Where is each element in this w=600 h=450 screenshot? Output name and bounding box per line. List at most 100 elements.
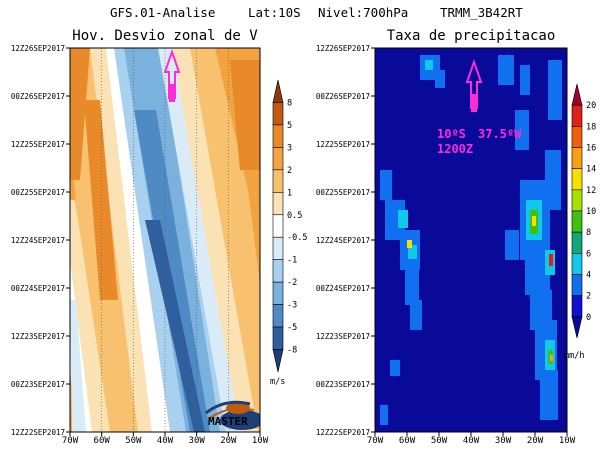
colorbar-swatch — [571, 83, 583, 106]
x-tick-label: 30W — [189, 436, 206, 446]
colorbar-swatch — [571, 104, 583, 127]
left-colorbar-unit: m/s — [270, 377, 285, 387]
colorbar-swatch — [272, 192, 284, 216]
colorbar-swatch — [272, 281, 284, 305]
y-tick-label: 12Z26SEP2017 — [11, 44, 65, 53]
model-label: GFS.01-Analise — [110, 5, 215, 20]
x-tick-label: 30W — [495, 436, 512, 446]
colorbar-label: 16 — [586, 144, 596, 154]
right-x-ticks: 70W 60W 50W 40W 30W 20W 10W — [367, 432, 576, 446]
y-tick-label: 12Z25SEP2017 — [316, 140, 370, 149]
colorbar-label: 3 — [287, 143, 292, 153]
right-panel: Taxa de precipitacao — [316, 28, 576, 446]
lat-label: Lat:10S — [248, 5, 301, 20]
right-title: Taxa de precipitacao — [387, 28, 556, 44]
y-tick-label: 12Z25SEP2017 — [11, 140, 65, 149]
level-label: Nivel:700hPa — [318, 5, 408, 20]
left-colorbar: 8 5 3 2 1 0.5 -0.5 -1 -2 -3 -5 -8 m/s — [270, 79, 307, 387]
colorbar-label: 5 — [287, 121, 292, 131]
left-panel: Hov. Desvio zonal de V — [11, 28, 269, 446]
x-tick-label: 60W — [399, 436, 416, 446]
y-tick-label: 00Z25SEP2017 — [316, 188, 370, 197]
colorbar-swatch — [571, 274, 583, 296]
x-tick-label: 50W — [125, 436, 142, 446]
colorbar-label: -5 — [287, 323, 297, 333]
x-tick-label: 40W — [463, 436, 480, 446]
colorbar-swatch — [571, 126, 583, 148]
x-tick-label: 20W — [527, 436, 544, 446]
master-logo: MASTER — [205, 400, 255, 428]
colorbar-label: 18 — [586, 122, 596, 132]
super-title: GFS.01-Analise Lat:10S Nivel:700hPa TRMM… — [110, 5, 523, 20]
colorbar-swatch — [272, 214, 284, 238]
colorbar-swatch — [272, 124, 284, 148]
left-y-ticks: 12Z22SEP2017 00Z23SEP2017 12Z23SEP2017 00Z2… — [11, 44, 70, 437]
x-tick-label: 10W — [559, 436, 576, 446]
y-tick-label: 00Z23SEP2017 — [11, 380, 65, 389]
colorbar-label: 1 — [287, 188, 292, 198]
logo-text: MASTER — [208, 415, 248, 428]
y-tick-label: 12Z24SEP2017 — [11, 236, 65, 245]
colorbar-label: 12 — [586, 186, 596, 196]
y-tick-label: 00Z24SEP2017 — [11, 284, 65, 293]
y-tick-label: 12Z22SEP2017 — [11, 428, 65, 437]
colorbar-label: 6 — [586, 249, 591, 259]
colorbar-label: 20 — [586, 101, 596, 111]
colorbar-swatch — [272, 326, 284, 350]
colorbar-label: 2 — [586, 292, 591, 302]
colorbar-label: 10 — [586, 207, 596, 217]
y-tick-label: 12Z23SEP2017 — [11, 332, 65, 341]
colorbar-swatch — [571, 253, 583, 275]
colorbar-swatch — [272, 102, 284, 126]
colorbar-swatch — [272, 304, 284, 328]
y-tick-label: 12Z22SEP2017 — [316, 428, 370, 437]
right-marker-arrow-icon — [465, 58, 483, 112]
x-tick-label: 70W — [367, 436, 384, 446]
colorbar-swatch — [272, 147, 284, 171]
colorbar-label: 2 — [287, 166, 292, 176]
colorbar-label: -3 — [287, 301, 297, 311]
colorbar-label: 8 — [287, 98, 292, 108]
colorbar-swatch — [272, 349, 284, 373]
colorbar-swatch — [272, 236, 284, 260]
marker-lon: 37.5ºW — [478, 127, 522, 141]
colorbar-swatch — [571, 168, 583, 191]
colorbar-label: -1 — [287, 256, 297, 266]
left-x-ticks: 70W 60W 50W 40W 30W 20W 10W — [62, 432, 269, 446]
colorbar-swatch — [571, 295, 583, 318]
x-tick-label: 50W — [431, 436, 448, 446]
y-tick-label: 12Z23SEP2017 — [316, 332, 370, 341]
colorbar-label: 4 — [586, 271, 591, 281]
colorbar-swatch — [571, 316, 583, 339]
x-tick-label: 60W — [94, 436, 111, 446]
colorbar-swatch — [571, 189, 583, 212]
colorbar-label: -8 — [287, 346, 297, 356]
y-tick-label: 00Z26SEP2017 — [11, 92, 65, 101]
product-label: TRMM_3B42RT — [440, 5, 523, 20]
colorbar-label: 14 — [586, 165, 596, 175]
marker-lat: 10ºS — [437, 127, 466, 141]
x-tick-label: 10W — [252, 436, 269, 446]
colorbar-label: 8 — [586, 228, 591, 238]
y-tick-label: 00Z24SEP2017 — [316, 284, 370, 293]
y-tick-label: 00Z23SEP2017 — [316, 380, 370, 389]
y-tick-label: 12Z26SEP2017 — [316, 44, 370, 53]
colorbar-swatch — [571, 231, 583, 254]
colorbar-label: -2 — [287, 278, 297, 288]
right-colorbar-unit: mm/h — [564, 351, 584, 361]
colorbar-label: 0 — [586, 313, 591, 323]
colorbar-label: 0.5 — [287, 211, 302, 221]
y-tick-label: 00Z26SEP2017 — [316, 92, 370, 101]
y-tick-label: 12Z24SEP2017 — [316, 236, 370, 245]
lon-gridlines — [101, 48, 229, 432]
right-y-ticks: 12Z22SEP2017 00Z23SEP2017 12Z23SEP2017 00Z2… — [316, 44, 375, 437]
left-title: Hov. Desvio zonal de V — [72, 28, 258, 44]
marker-time: 1200Z — [437, 142, 473, 156]
wind-field — [70, 48, 260, 432]
colorbar-swatch — [272, 169, 284, 193]
colorbar-swatch — [571, 147, 583, 169]
marker-annotation: 10ºS 37.5ºW 1200Z — [437, 127, 522, 156]
x-tick-label: 70W — [62, 436, 79, 446]
